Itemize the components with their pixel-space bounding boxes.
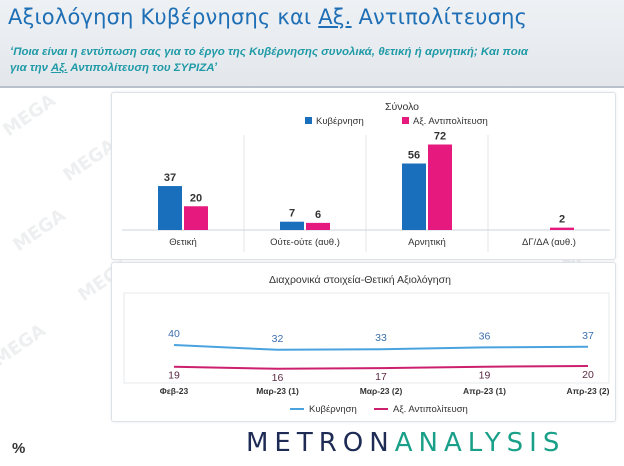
watermark: MEGA bbox=[0, 90, 60, 141]
plot-frame bbox=[123, 292, 610, 384]
data-label: 19 bbox=[168, 370, 180, 382]
category-label: Αρνητική bbox=[408, 237, 446, 248]
data-label: 32 bbox=[272, 333, 284, 345]
question-text: ‘Ποια είναι η εντύπωση σας για το έργο τ… bbox=[10, 46, 529, 74]
percent-symbol: % bbox=[12, 440, 26, 457]
bar-value-label: 7 bbox=[289, 208, 295, 220]
data-label: 33 bbox=[375, 332, 387, 344]
bar-chart-panel: Σύνολο Κυβέρνηση Αξ. Αντιπολίτευση 37 20 Θετι… bbox=[111, 92, 616, 260]
legend-label: Κυβέρνηση bbox=[309, 404, 357, 415]
data-label: 20 bbox=[582, 369, 594, 381]
series-line-opposition bbox=[173, 365, 589, 370]
data-label: 17 bbox=[375, 371, 387, 383]
bar-chart-title: Σύνολο bbox=[385, 101, 419, 113]
category-label: ΔΓ/ΔΑ (αυθ.) bbox=[522, 237, 576, 248]
bar-government bbox=[158, 186, 182, 230]
legend-swatch-opposition bbox=[402, 117, 409, 124]
x-tick-label: Απρ-23 (2) bbox=[567, 386, 610, 396]
watermark: MEGA bbox=[0, 320, 50, 371]
bar-value-label: 37 bbox=[164, 172, 176, 184]
slide-header: Αξιολόγηση Κυβέρνησης και Αξ. Αντιπολίτε… bbox=[0, 0, 624, 88]
bar-opposition bbox=[550, 227, 574, 230]
bar-value-label: 20 bbox=[190, 192, 202, 204]
x-tick-label: Μαρ-23 (2) bbox=[360, 386, 403, 396]
bar-opposition bbox=[184, 206, 208, 230]
bar-government bbox=[402, 163, 426, 230]
data-label: 40 bbox=[168, 328, 180, 340]
x-tick-label: Φεβ-23 bbox=[160, 386, 189, 396]
line-chart: Διαχρονικά στοιχεία-Θετική Αξιολόγηση 40 3… bbox=[123, 274, 610, 415]
bar-opposition bbox=[428, 144, 452, 230]
category-label: Θετική bbox=[169, 237, 197, 248]
bar-opposition bbox=[306, 222, 330, 230]
series-line-government bbox=[173, 344, 589, 351]
x-tick-label: Απρ-23 (1) bbox=[463, 386, 506, 396]
bar-government bbox=[280, 221, 304, 230]
category-label: Ούτε-ούτε (αυθ.) bbox=[270, 237, 340, 248]
line-chart-title: Διαχρονικά στοιχεία-Θετική Αξιολόγηση bbox=[269, 274, 451, 286]
legend-label: Αξ. Αντιπολίτευση bbox=[413, 116, 488, 127]
bar-value-label: 56 bbox=[408, 150, 420, 162]
line-chart-panel: Διαχρονικά στοιχεία-Θετική Αξιολόγηση 40 3… bbox=[111, 262, 616, 422]
x-tick-label: Μαρ-23 (1) bbox=[256, 386, 299, 396]
bar-value-label: 6 bbox=[315, 209, 321, 221]
legend-label: Κυβέρνηση bbox=[316, 116, 364, 127]
data-label: 36 bbox=[479, 330, 491, 342]
bar-value-label: 2 bbox=[559, 214, 565, 226]
metron-analysis-logo: METRONANALYSIS bbox=[246, 428, 566, 458]
data-label: 19 bbox=[479, 370, 491, 382]
data-label: 37 bbox=[582, 330, 594, 342]
data-label: 16 bbox=[272, 372, 284, 384]
legend-swatch-government bbox=[305, 117, 312, 124]
bar-chart: Σύνολο Κυβέρνηση Αξ. Αντιπολίτευση 37 20 Θετι… bbox=[122, 101, 610, 252]
bar-value-label: 72 bbox=[434, 131, 446, 143]
legend-label: Αξ. Αντιπολίτευση bbox=[393, 404, 468, 415]
slide-title: Αξιολόγηση Κυβέρνησης και Αξ. Αντιπολίτε… bbox=[8, 5, 528, 29]
watermark: MEGA bbox=[9, 205, 70, 256]
